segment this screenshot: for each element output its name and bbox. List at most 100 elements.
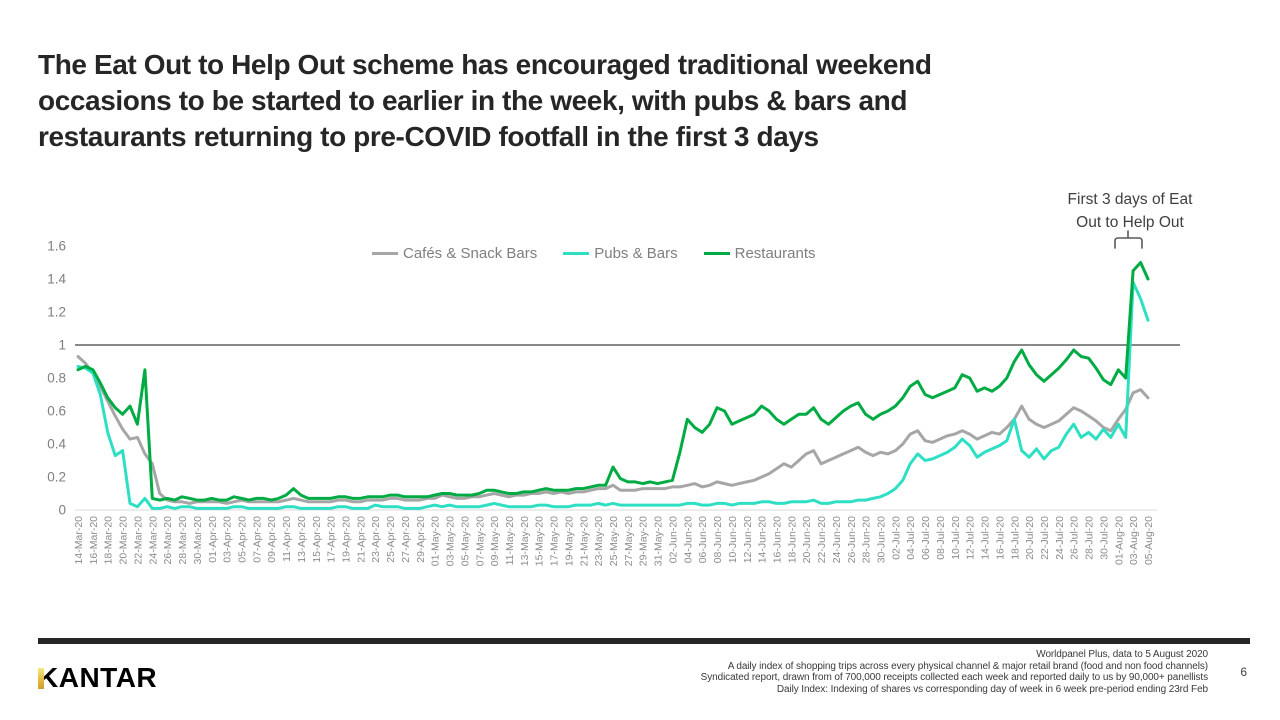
x-axis-tick-label: 14-Jul-20 (980, 516, 992, 560)
x-axis-tick-label: 14-Jun-20 (757, 516, 769, 563)
title-line-3: restaurants returning to pre-COVID footf… (38, 121, 819, 152)
x-axis-tick-label: 16-Jun-20 (771, 516, 783, 563)
x-axis-tick-label: 28-Jul-20 (1084, 516, 1096, 560)
x-axis-tick-label: 29-Apr-20 (415, 516, 427, 563)
x-axis-tick-label: 22-Jul-20 (1039, 516, 1051, 560)
x-axis-tick-label: 23-Apr-20 (370, 516, 382, 563)
x-axis-tick-label: 20-Jul-20 (1024, 516, 1036, 560)
x-axis-tick-label: 17-Apr-20 (326, 516, 338, 563)
x-axis-tick-label: 04-Jul-20 (905, 516, 917, 560)
x-axis-tick-label: 22-Jun-20 (816, 516, 828, 563)
x-axis-tick-label: 05-Aug-20 (1143, 516, 1155, 565)
x-axis-tick-label: 30-Jun-20 (876, 516, 888, 563)
series-line-restaurants (76, 261, 1150, 502)
annotation-line-1: First 3 days of Eat (1067, 191, 1193, 208)
x-axis-tick-label: 16-Mar-20 (88, 516, 100, 565)
x-axis-tick-label: 08-Jul-20 (935, 516, 947, 560)
x-axis-tick-label: 15-May-20 (534, 516, 546, 566)
x-axis-tick-label: 29-May-20 (638, 516, 650, 566)
x-axis-tick-label: 18-Mar-20 (103, 516, 115, 565)
x-axis-tick-label: 07-Apr-20 (251, 516, 263, 563)
x-axis-tick-label: 16-Jul-20 (994, 516, 1006, 560)
y-axis-tick-label: 1 (58, 338, 66, 353)
x-axis-tick-label: 28-Mar-20 (177, 516, 189, 565)
x-axis-tick-label: 20-Jun-20 (801, 516, 813, 563)
legend-item-caf-s-snack-bars: Cafés & Snack Bars (372, 245, 537, 262)
footer-line-4: Daily Index: Indexing of shares vs corre… (776, 683, 1208, 695)
x-axis-tick-label: 10-Jul-20 (950, 516, 962, 560)
legend-item-restaurants: Restaurants (703, 245, 816, 262)
legend-label: Pubs & Bars (594, 245, 678, 262)
x-axis-tick-label: 24-Mar-20 (147, 516, 159, 565)
y-axis-tick-label: 0.6 (47, 404, 66, 419)
x-axis-tick-label: 11-Apr-20 (281, 516, 293, 562)
legend-swatch-icon (703, 251, 730, 256)
x-axis-tick-label: 13-Apr-20 (296, 516, 308, 563)
x-axis-tick-label: 23-May-20 (593, 516, 605, 566)
y-axis-tick-label: 0.8 (47, 371, 66, 386)
x-axis-tick-label: 24-Jul-20 (1054, 516, 1066, 560)
x-axis-tick-label: 21-Apr-20 (355, 516, 367, 563)
footer-line-2: A daily index of shopping trips across e… (727, 660, 1208, 672)
x-axis-tick-label: 05-May-20 (459, 516, 471, 566)
x-axis-tick-label: 26-Jun-20 (846, 516, 858, 563)
page-number: 6 (1240, 665, 1247, 679)
annotation-bracket (1114, 230, 1143, 249)
x-axis-tick-label: 07-May-20 (474, 516, 486, 566)
legend-label: Restaurants (734, 245, 816, 262)
x-axis-tick-label: 30-Mar-20 (192, 516, 204, 565)
x-axis-tick-label: 26-Jul-20 (1069, 516, 1081, 560)
legend-item-pubs-bars: Pubs & Bars (563, 245, 678, 262)
x-axis-tick-label: 02-Jun-20 (667, 516, 679, 563)
x-axis-tick-label: 25-Apr-20 (385, 516, 397, 563)
x-axis-tick-label: 18-Jul-20 (1009, 516, 1021, 560)
x-axis-tick-label: 03-Aug-20 (1128, 516, 1140, 565)
y-axis-tick-label: 1.6 (47, 239, 66, 254)
x-axis-tick-label: 03-May-20 (445, 516, 457, 566)
x-axis-tick-label: 21-May-20 (578, 516, 590, 566)
kantar-logo-text: KANTAR (38, 662, 158, 693)
logo-gradient-bar-icon (38, 668, 44, 689)
legend-swatch-icon (563, 251, 590, 256)
title-line-1: The Eat Out to Help Out scheme has encou… (38, 49, 932, 80)
x-axis-tick-label: 01-Apr-20 (207, 516, 219, 563)
annotation-line-2: Out to Help Out (1076, 214, 1184, 231)
x-axis-tick-label: 06-Jul-20 (920, 516, 932, 560)
x-axis-tick-label: 09-Apr-20 (266, 516, 278, 563)
chart-annotation: First 3 days of Eat Out to Help Out (1036, 188, 1224, 234)
title-line-2: occasions to be started to earlier in th… (38, 85, 908, 116)
x-axis-tick-label: 17-May-20 (549, 516, 561, 566)
x-axis-tick-label: 19-May-20 (563, 516, 575, 566)
x-axis-tick-label: 02-Jul-20 (890, 516, 902, 560)
x-axis-tick-label: 09-May-20 (489, 516, 501, 566)
x-axis-tick-label: 30-Jul-20 (1098, 516, 1110, 560)
x-axis-tick-label: 03-Apr-20 (222, 516, 234, 563)
x-axis-tick-label: 01-Aug-20 (1113, 516, 1125, 565)
x-axis-tick-label: 28-Jun-20 (861, 516, 873, 563)
legend-label: Cafés & Snack Bars (403, 245, 538, 262)
x-axis-tick-label: 24-Jun-20 (831, 516, 843, 563)
x-axis-tick-label: 08-Jun-20 (712, 516, 724, 563)
x-axis-tick-label: 05-Apr-20 (236, 516, 248, 563)
x-axis-tick-label: 12-Jul-20 (965, 516, 977, 560)
x-axis-tick-label: 22-Mar-20 (132, 516, 144, 565)
x-axis-tick-label: 15-Apr-20 (311, 516, 323, 563)
x-axis-tick-label: 26-Mar-20 (162, 516, 174, 565)
x-axis-tick-label: 27-May-20 (623, 516, 635, 566)
x-axis-tick-label: 01-May-20 (430, 516, 442, 566)
line-chart: 0 0.2 0.4 0.6 0.8 1 1.2 1.4 1.6 14-Mar-20 16-Mar-2… (47, 239, 1180, 566)
footer-line-3: Syndicated report, drawn from of 700,000… (700, 672, 1208, 683)
x-axis-tick-label: 04-Jun-20 (682, 516, 694, 563)
footer-divider (38, 638, 1250, 644)
x-axis-tick-label: 20-Mar-20 (118, 516, 130, 565)
x-axis-tick-label: 11-May-20 (504, 516, 516, 566)
y-axis-tick-label: 1.4 (47, 272, 66, 287)
footer-line-1: Worldpanel Plus, data to 5 August 2020 (1036, 649, 1208, 660)
chart-legend: Cafés & Snack Bars Pubs & Bars Restaurants (372, 245, 815, 262)
x-axis-tick-label: 06-Jun-20 (697, 516, 709, 563)
y-axis-tick-label: 0.4 (47, 437, 66, 452)
x-axis-tick-label: 18-Jun-20 (786, 516, 798, 563)
y-axis-tick-label: 0 (58, 503, 66, 518)
x-axis-tick-label: 27-Apr-20 (400, 516, 412, 563)
